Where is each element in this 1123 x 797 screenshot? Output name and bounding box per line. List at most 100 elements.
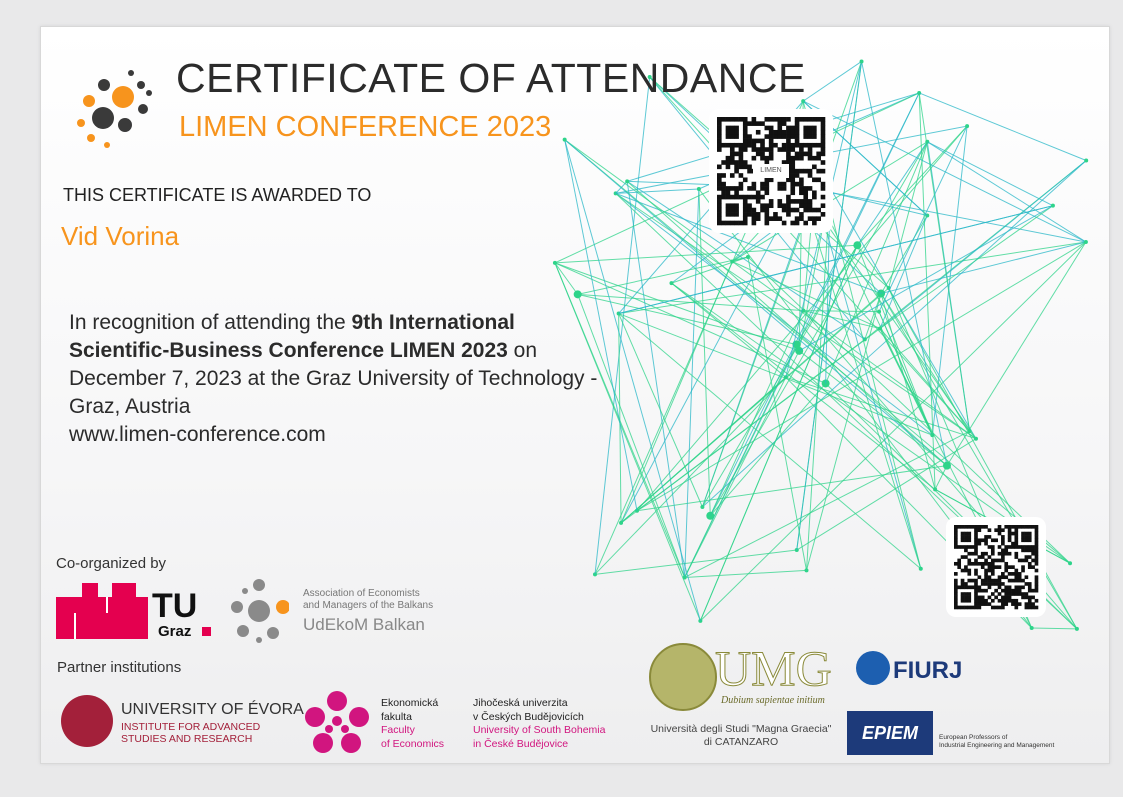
qr-code-bottom[interactable]	[946, 517, 1046, 617]
network-line	[800, 186, 922, 569]
network-line	[620, 186, 802, 524]
recognition-text: In recognition of attending the 9th Inte…	[69, 309, 609, 449]
udekom-name: UdEkoM Balkan	[303, 615, 425, 634]
network-line	[747, 256, 1071, 564]
network-line	[798, 350, 948, 467]
network-line	[856, 141, 928, 246]
evora-logo-icon	[61, 695, 113, 747]
tu-graz-logo: TU Graz	[56, 583, 216, 643]
network-line	[577, 294, 686, 578]
network-line	[618, 313, 703, 508]
network-line	[649, 76, 970, 432]
network-line	[564, 139, 638, 511]
network-node	[562, 137, 567, 142]
network-line	[927, 141, 1087, 243]
network-line	[800, 186, 1086, 243]
network-node	[942, 461, 951, 470]
co-organized-label: Co-organized by	[56, 555, 167, 572]
network-line	[618, 313, 933, 436]
evora-institute: INSTITUTE FOR ADVANCED STUDIES AND RESEAR…	[121, 721, 261, 745]
network-node	[700, 504, 705, 509]
network-line	[684, 569, 807, 578]
evora-name: UNIVERSITY OF ÉVORA	[121, 701, 304, 718]
network-node	[918, 566, 923, 571]
network-line	[636, 125, 968, 512]
network-line	[594, 76, 651, 575]
network-line	[798, 205, 1054, 352]
epiem-logo: EPIEM	[847, 711, 933, 755]
network-line	[626, 180, 948, 467]
network-line	[554, 244, 858, 264]
network-line	[564, 139, 701, 621]
network-line	[946, 241, 1087, 466]
fiurj-logo-icon	[856, 651, 890, 685]
network-line	[699, 245, 858, 622]
network-node	[552, 260, 557, 265]
network-line	[806, 293, 882, 571]
network-line	[615, 188, 699, 194]
network-line	[626, 181, 686, 578]
ekonomicka-text: Ekonomická fakulta Faculty of Economics	[381, 697, 445, 750]
network-line	[814, 188, 922, 569]
website-link[interactable]: www.limen-conference.com	[69, 423, 326, 446]
jihoceska-text: Jihočeská univerzita v Českých Budějovicí…	[473, 697, 606, 750]
udekom-logo-icon	[231, 579, 289, 643]
network-line	[684, 350, 800, 578]
network-line	[918, 92, 971, 432]
fiurj-name: FIURJ	[893, 657, 963, 684]
recipient-name: Vid Vorina	[61, 221, 180, 251]
network-line	[618, 313, 922, 570]
network-line	[636, 241, 1087, 512]
network-line	[684, 189, 700, 578]
network-node	[1029, 626, 1034, 631]
network-line	[879, 160, 1087, 329]
network-line	[684, 344, 797, 578]
umg-motto: Dubium sapientae initium	[721, 695, 825, 706]
network-line	[554, 262, 701, 622]
network-line	[636, 465, 948, 512]
network-line	[620, 328, 881, 524]
network-line	[747, 256, 807, 571]
network-line	[856, 245, 933, 436]
body-text: In recognition of attending the	[69, 311, 352, 334]
network-line	[671, 282, 1071, 564]
network-node	[669, 281, 674, 286]
network-line	[879, 215, 928, 329]
network-line	[594, 376, 787, 575]
network-line	[879, 205, 1054, 329]
network-line	[626, 180, 866, 340]
udekom-tagline: Association of Economists and Managers of…	[303, 588, 434, 611]
network-node	[619, 520, 624, 525]
network-line	[918, 92, 1087, 161]
limen-logo	[77, 70, 152, 148]
network-node	[965, 124, 970, 129]
network-line	[564, 139, 977, 440]
network-line	[864, 293, 882, 340]
network-node	[877, 309, 882, 314]
network-line	[931, 126, 968, 436]
network-line	[671, 282, 787, 378]
conference-name: LIMEN CONFERENCE 2023	[179, 111, 552, 143]
network-line	[671, 256, 749, 284]
network-line	[702, 160, 1087, 508]
network-line	[927, 141, 1054, 207]
network-line	[620, 261, 733, 524]
network-line	[803, 310, 881, 329]
qr-code-pattern	[954, 525, 1039, 610]
network-line	[880, 215, 928, 294]
network-line	[888, 141, 928, 289]
network-line	[554, 262, 826, 384]
certificate: CERTIFICATE OF ATTENDANCE LIMEN CONFEREN…	[40, 26, 1110, 764]
network-line	[709, 310, 804, 516]
network-line	[880, 293, 936, 490]
network-line	[796, 438, 977, 551]
network-line	[684, 430, 970, 578]
network-line	[806, 188, 831, 571]
network-line	[618, 205, 1054, 315]
qr-code-top[interactable]: LIMEN	[709, 109, 833, 233]
network-line	[918, 92, 936, 490]
qr-limen-logo: LIMEN	[753, 164, 789, 178]
partner-institutions-label: Partner institutions	[57, 659, 182, 676]
network-line	[879, 328, 977, 440]
network-line	[594, 549, 797, 575]
